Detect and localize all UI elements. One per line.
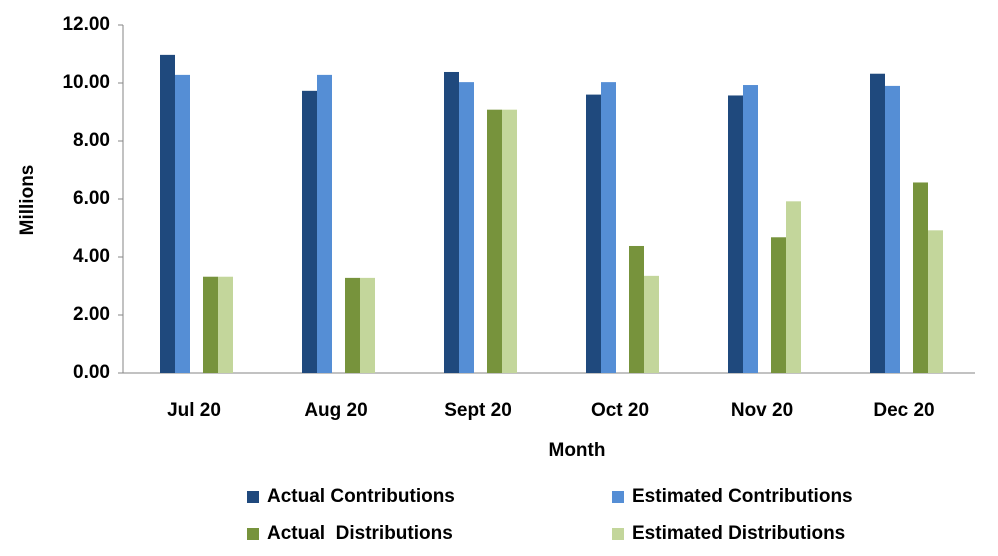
bar bbox=[913, 182, 928, 373]
bar bbox=[218, 276, 233, 373]
x-axis-label: Month bbox=[549, 440, 606, 461]
bar bbox=[771, 237, 786, 373]
bar bbox=[870, 73, 885, 373]
x-tick-label: Dec 20 bbox=[873, 400, 934, 421]
y-tick-label: 4.00 bbox=[73, 246, 110, 267]
legend-swatch bbox=[612, 528, 624, 540]
bar bbox=[175, 74, 190, 373]
bar bbox=[629, 245, 644, 373]
legend-label: Actual Contributions bbox=[267, 486, 455, 507]
bar bbox=[203, 276, 218, 373]
x-tick-label: Nov 20 bbox=[731, 400, 793, 421]
bar bbox=[928, 230, 943, 373]
bar bbox=[317, 74, 332, 373]
x-tick-label: Jul 20 bbox=[167, 400, 221, 421]
bar bbox=[601, 82, 616, 373]
y-tick-label: 8.00 bbox=[73, 130, 110, 151]
legend-swatch bbox=[247, 528, 259, 540]
bar bbox=[360, 277, 375, 373]
bar bbox=[487, 109, 502, 374]
x-tick-label: Sept 20 bbox=[444, 400, 512, 421]
bar bbox=[302, 90, 317, 373]
y-tick-label: 6.00 bbox=[73, 188, 110, 209]
y-tick-label: 0.00 bbox=[73, 362, 110, 383]
legend-swatch bbox=[612, 491, 624, 503]
bar bbox=[160, 54, 175, 374]
legend-label: Estimated Contributions bbox=[632, 486, 853, 507]
bar bbox=[345, 277, 360, 373]
bar bbox=[728, 95, 743, 373]
bar bbox=[786, 201, 801, 373]
bar bbox=[459, 82, 474, 373]
bar bbox=[502, 109, 517, 374]
legend-swatch bbox=[247, 491, 259, 503]
bar bbox=[586, 94, 601, 373]
y-tick-label: 12.00 bbox=[62, 14, 110, 35]
y-tick-label: 10.00 bbox=[62, 72, 110, 93]
x-tick-label: Oct 20 bbox=[591, 400, 649, 421]
bar bbox=[644, 275, 659, 373]
y-axis-label: Millions bbox=[17, 165, 38, 236]
bar bbox=[885, 85, 900, 374]
bar bbox=[444, 71, 459, 373]
y-tick-label: 2.00 bbox=[73, 304, 110, 325]
x-tick-label: Aug 20 bbox=[304, 400, 367, 421]
bar bbox=[743, 85, 758, 373]
legend-label: Estimated Distributions bbox=[632, 523, 845, 544]
legend-label: Actual Distributions bbox=[267, 523, 453, 544]
